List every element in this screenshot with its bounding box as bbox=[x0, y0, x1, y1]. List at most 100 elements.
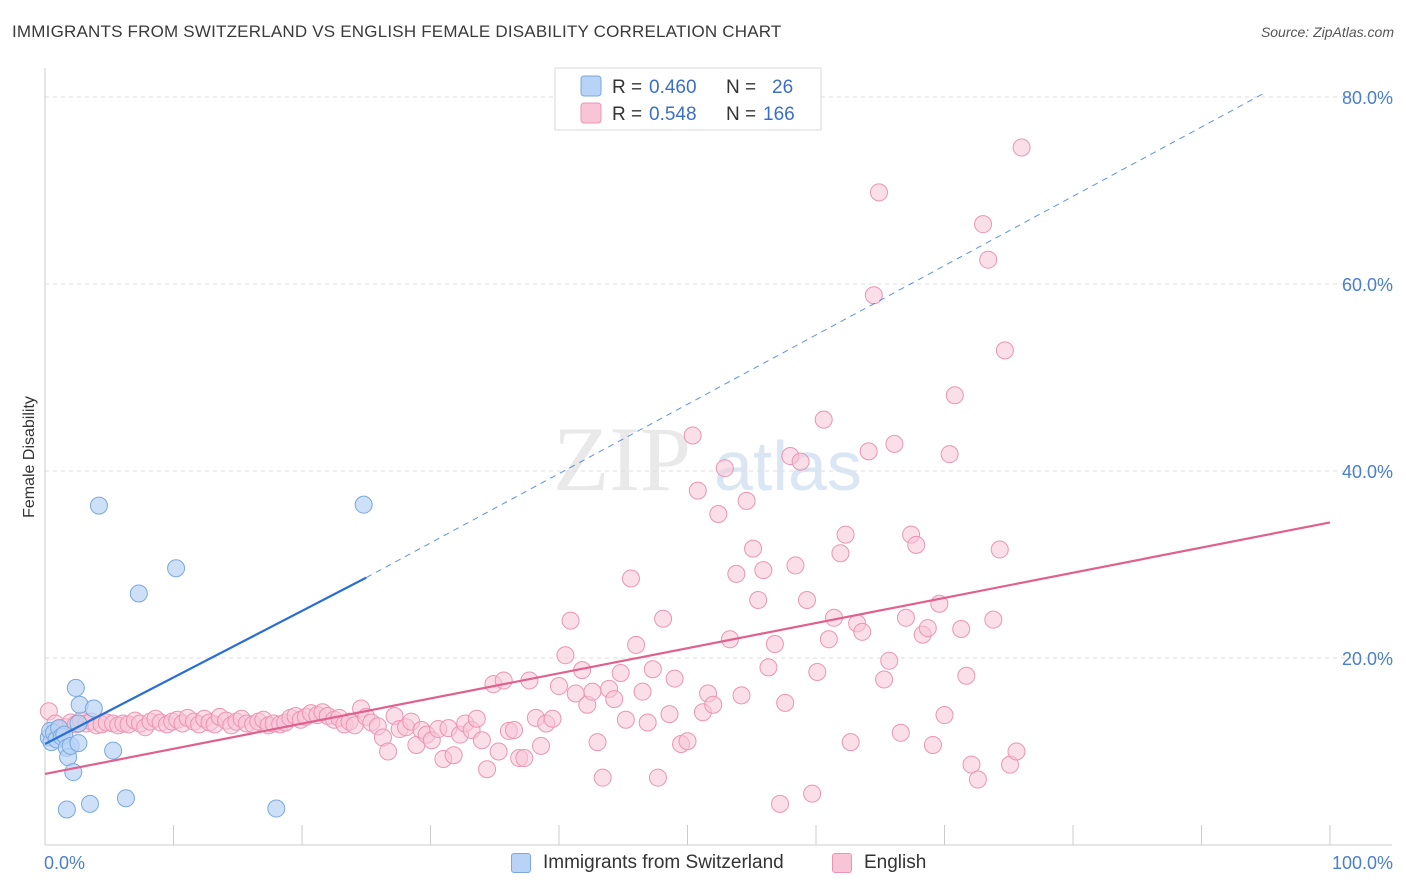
english-point bbox=[771, 794, 790, 813]
bottom-legend-switzerland: Immigrants from Switzerland bbox=[511, 852, 784, 874]
english-point bbox=[786, 556, 805, 575]
english-point bbox=[616, 710, 635, 729]
y-tick-label: 40.0% bbox=[1342, 462, 1393, 482]
english-point bbox=[891, 723, 910, 742]
legend-r-value-2: 0.548 bbox=[649, 104, 697, 125]
english-point bbox=[605, 690, 624, 709]
switzerland-point bbox=[116, 789, 135, 808]
english-point bbox=[896, 608, 915, 627]
english-point bbox=[749, 591, 768, 610]
english-point bbox=[776, 693, 795, 712]
english-point bbox=[995, 341, 1014, 360]
english-point bbox=[814, 410, 833, 429]
legend-n-label-2: N = bbox=[726, 104, 756, 125]
english-point bbox=[505, 720, 524, 739]
bottom-legend-label-switzerland: Immigrants from Switzerland bbox=[543, 852, 784, 873]
bottom-legend-label-english: English bbox=[864, 852, 927, 873]
switzerland-point bbox=[267, 799, 286, 818]
tick-labels: 20.0% 40.0% 60.0% 80.0% 0.0% 100.0% bbox=[44, 88, 1393, 873]
switzerland-point bbox=[66, 678, 85, 697]
english-point bbox=[737, 491, 756, 510]
english-point bbox=[583, 682, 602, 701]
switzerland-point bbox=[69, 734, 88, 753]
swatch-english bbox=[832, 853, 852, 873]
english-point bbox=[732, 686, 751, 705]
legend-box: R = 0.460 N = 26 R = 0.548 N = 166 bbox=[554, 67, 822, 131]
english-point bbox=[875, 670, 894, 689]
english-point bbox=[798, 591, 817, 610]
english-point bbox=[864, 286, 883, 305]
english-point bbox=[709, 505, 728, 524]
english-point bbox=[836, 525, 855, 544]
english-point bbox=[688, 481, 707, 500]
english-point bbox=[841, 733, 860, 752]
english-point bbox=[744, 539, 763, 558]
english-trend-line bbox=[44, 521, 1331, 776]
switzerland-point bbox=[89, 496, 108, 515]
english-point bbox=[1012, 138, 1031, 157]
gridlines bbox=[45, 96, 1392, 659]
english-point bbox=[379, 742, 398, 761]
english-point bbox=[715, 459, 734, 478]
legend-swatch-english bbox=[580, 102, 602, 124]
english-point bbox=[665, 669, 684, 688]
source-label: Source: ZipAtlas.com bbox=[1260, 24, 1394, 40]
english-point bbox=[853, 622, 872, 641]
switzerland-point bbox=[167, 559, 186, 578]
legend-n-value-2: 166 bbox=[763, 104, 795, 125]
english-point bbox=[923, 735, 942, 754]
legend-r-label-1: R = bbox=[612, 77, 642, 98]
english-point bbox=[984, 610, 1003, 629]
english-point bbox=[489, 742, 508, 761]
english-point bbox=[621, 569, 640, 588]
english-point bbox=[472, 731, 491, 750]
english-point bbox=[869, 183, 888, 202]
switzerland-point bbox=[129, 584, 148, 603]
legend-swatch-switzerland bbox=[580, 75, 602, 97]
y-tick-label: 80.0% bbox=[1342, 88, 1393, 108]
english-point bbox=[638, 713, 657, 732]
english-point bbox=[940, 445, 959, 464]
english-point bbox=[819, 630, 838, 649]
english-point bbox=[593, 768, 612, 787]
english-point bbox=[478, 760, 497, 779]
english-point bbox=[556, 646, 575, 665]
legend-n-value-1: 26 bbox=[772, 77, 793, 98]
switzerland-point bbox=[104, 741, 123, 760]
y-tick-label: 20.0% bbox=[1342, 649, 1393, 669]
english-point bbox=[808, 663, 827, 682]
english-point bbox=[704, 695, 723, 714]
english-point bbox=[543, 709, 562, 728]
english-point bbox=[935, 706, 954, 725]
english-point bbox=[561, 611, 580, 630]
switzerland-point bbox=[84, 699, 103, 718]
english-point bbox=[627, 635, 646, 654]
x-tick-label: 100.0% bbox=[1332, 853, 1393, 873]
english-point bbox=[550, 677, 568, 696]
bottom-legend-english: English bbox=[832, 852, 926, 874]
english-point bbox=[648, 768, 667, 787]
english-point bbox=[660, 705, 679, 724]
english-point bbox=[962, 755, 981, 774]
english-point bbox=[467, 709, 486, 728]
english-point bbox=[974, 215, 993, 234]
english-point bbox=[831, 544, 850, 563]
english-point bbox=[880, 651, 899, 670]
legend-n-label-1: N = bbox=[726, 77, 756, 98]
switzerland-points bbox=[39, 495, 373, 819]
chart-title: IMMIGRANTS FROM SWITZERLAND VS ENGLISH F… bbox=[12, 22, 782, 41]
english-point bbox=[885, 434, 904, 453]
switzerland-point bbox=[80, 794, 99, 813]
english-point bbox=[515, 749, 534, 768]
english-point bbox=[952, 620, 971, 639]
bottom-legend: Immigrants from Switzerland English bbox=[0, 852, 1406, 878]
swatch-switzerland bbox=[511, 853, 531, 873]
switzerland-point bbox=[57, 800, 76, 819]
english-point bbox=[588, 733, 607, 752]
english-point bbox=[683, 426, 702, 445]
english-point bbox=[957, 666, 976, 685]
watermark-zip: ZIP bbox=[553, 408, 691, 510]
english-point bbox=[678, 732, 697, 751]
english-point bbox=[727, 564, 746, 583]
